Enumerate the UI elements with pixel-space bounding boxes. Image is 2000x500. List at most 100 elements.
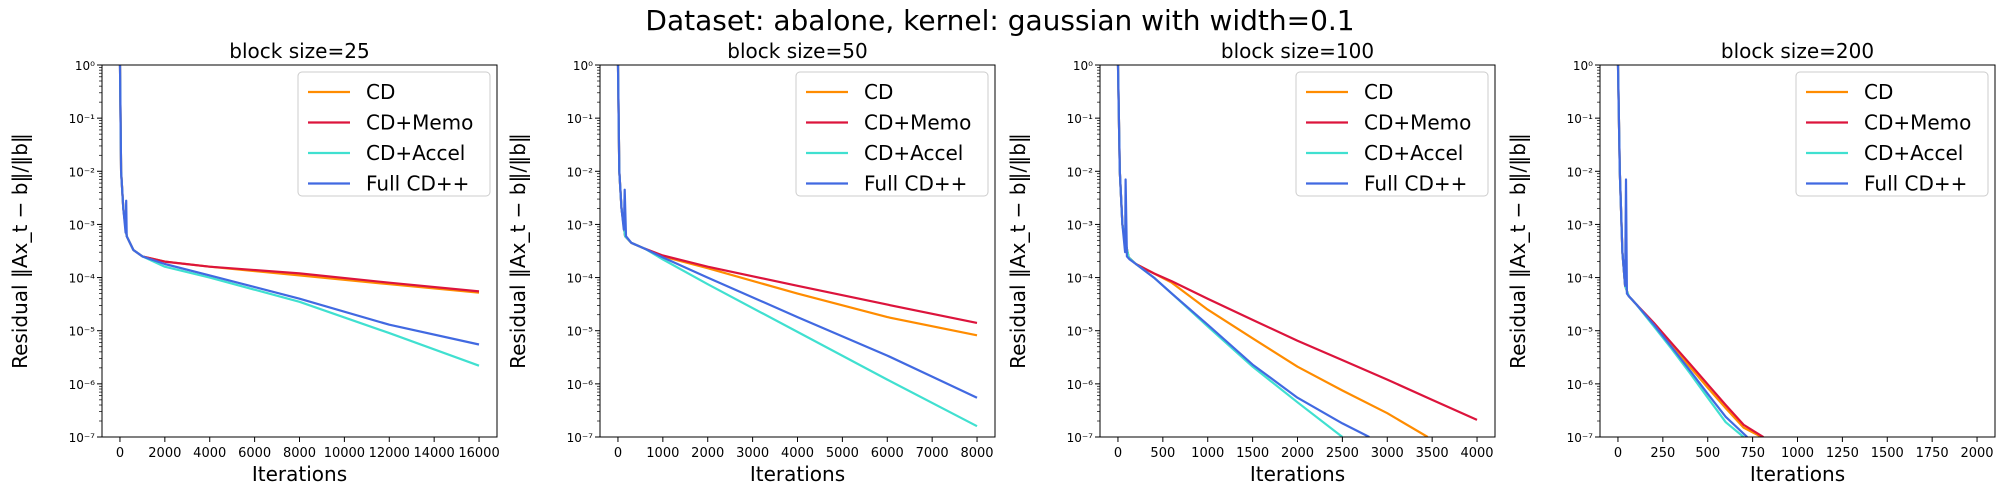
series-line-full-cd- xyxy=(118,65,480,346)
y-tick-label: 10⁻² xyxy=(1067,165,1094,179)
x-tick-label: 1500 xyxy=(1871,446,1904,461)
x-tick-label: 3500 xyxy=(1416,446,1449,461)
x-tick-label: 0 xyxy=(1614,446,1622,461)
x-tick-label: 2000 xyxy=(1960,446,1993,461)
legend-label: CD+Memo xyxy=(1364,111,1471,135)
x-tick-label: 500 xyxy=(1150,446,1175,461)
x-tick-label: 16000 xyxy=(458,446,499,461)
series-line-full-cd- xyxy=(616,65,978,399)
x-tick-label: 4000 xyxy=(193,446,226,461)
y-tick-label: 10⁻⁷ xyxy=(1067,431,1094,445)
series-line-cd-accel xyxy=(1616,65,1745,437)
series-group xyxy=(1116,65,1478,437)
x-tick-label: 7000 xyxy=(916,446,949,461)
legend-label: CD xyxy=(1364,80,1393,104)
x-axis-label: Iterations xyxy=(252,462,347,486)
chart-title: block size=50 xyxy=(727,39,867,63)
y-tick-label: 10⁰ xyxy=(1073,59,1093,73)
x-tick-label: 1750 xyxy=(1916,446,1949,461)
legend-label: CD xyxy=(1864,80,1893,104)
y-tick-label: 10⁻⁵ xyxy=(1567,325,1594,339)
y-tick-label: 10⁻³ xyxy=(1567,218,1594,232)
x-tick-label: 12000 xyxy=(369,446,410,461)
x-tick-label: 0 xyxy=(1114,446,1122,461)
x-tick-label: 1500 xyxy=(1236,446,1269,461)
y-tick-label: 10⁻¹ xyxy=(567,112,594,126)
x-tick-label: 1000 xyxy=(1781,446,1814,461)
x-tick-label: 1000 xyxy=(646,446,679,461)
chart-panel-3: 0 500 1000 1500 2000 2500 3000 3500 4000 10⁻⁷ 10⁻⁶… xyxy=(1006,39,1496,486)
y-tick-label: 10⁰ xyxy=(1573,59,1593,73)
x-axis-label: Iterations xyxy=(1750,462,1845,486)
x-tick-label: 500 xyxy=(1695,446,1720,461)
y-tick-label: 10⁻⁶ xyxy=(567,378,594,392)
x-tick-label: 10000 xyxy=(324,446,365,461)
series-line-cd xyxy=(1616,65,1763,437)
y-tick-label: 10⁻² xyxy=(69,165,96,179)
x-tick-label: 8000 xyxy=(283,446,316,461)
chart-title: block size=100 xyxy=(1221,39,1374,63)
y-tick-label: 10⁻³ xyxy=(69,218,96,232)
x-tick-label: 4000 xyxy=(1460,446,1493,461)
y-tick-label: 10⁻⁶ xyxy=(1567,378,1594,392)
series-line-full-cd- xyxy=(1116,65,1370,437)
legend-label: Full CD++ xyxy=(864,172,967,196)
chart-panel-1: 0 2000 4000 6000 8000 10000 12000 14000 16000 10⁻… xyxy=(8,39,500,486)
y-tick-label: 10⁻⁴ xyxy=(69,272,96,286)
y-tick-label: 10⁻⁶ xyxy=(69,378,96,392)
legend-box xyxy=(297,71,491,197)
x-tick-label: 1250 xyxy=(1826,446,1859,461)
legend-box xyxy=(1795,71,1989,197)
x-tick-label: 2000 xyxy=(1281,446,1314,461)
series-group xyxy=(118,65,480,367)
x-tick-label: 14000 xyxy=(413,446,454,461)
y-tick-label: 10⁻¹ xyxy=(1067,112,1094,126)
x-axis-label: Iterations xyxy=(750,462,845,486)
legend-label: CD+Accel xyxy=(1364,141,1463,165)
y-tick-label: 10⁻⁵ xyxy=(1067,325,1094,339)
series-line-full-cd- xyxy=(1616,65,1748,437)
y-tick-label: 10⁻⁴ xyxy=(567,272,594,286)
legend-label: Full CD++ xyxy=(1864,172,1967,196)
y-axis-label: Residual ‖Ax_t − b‖/‖b‖ xyxy=(1006,133,1030,369)
legend-label: CD+Accel xyxy=(366,141,465,165)
chart-panel-4: 0 250 500 750 1000 1250 1500 1750 2000 10⁻⁷ 10⁻⁶ 10… xyxy=(1506,39,1996,486)
legend: CD CD+Memo CD+Accel Full CD++ xyxy=(1795,71,1989,197)
legend-label: Full CD++ xyxy=(1364,172,1467,196)
legend-label: CD xyxy=(864,80,893,104)
legend: CD CD+Memo CD+Accel Full CD++ xyxy=(1295,71,1489,197)
y-tick-label: 10⁻⁵ xyxy=(69,325,96,339)
legend-label: CD+Accel xyxy=(1864,141,1963,165)
legend-label: Full CD++ xyxy=(366,172,469,196)
chart-title: block size=200 xyxy=(1721,39,1874,63)
y-tick-label: 10⁻⁷ xyxy=(69,431,96,445)
x-tick-label: 0 xyxy=(614,446,622,461)
x-tick-label: 5000 xyxy=(826,446,859,461)
legend-box xyxy=(1295,71,1489,197)
x-tick-label: 6000 xyxy=(238,446,271,461)
y-tick-label: 10⁻³ xyxy=(567,218,594,232)
x-tick-label: 3000 xyxy=(1371,446,1404,461)
y-tick-label: 10⁻¹ xyxy=(69,112,96,126)
x-tick-label: 6000 xyxy=(871,446,904,461)
y-tick-label: 10⁻² xyxy=(567,165,594,179)
y-tick-label: 10⁻² xyxy=(1567,165,1594,179)
x-tick-label: 1000 xyxy=(1191,446,1224,461)
figure-title: Dataset: abalone, kernel: gaussian with … xyxy=(645,4,1355,37)
y-tick-label: 10⁻⁷ xyxy=(1567,431,1594,445)
x-tick-label: 4000 xyxy=(781,446,814,461)
legend-label: CD+Memo xyxy=(366,111,473,135)
y-tick-label: 10⁻⁶ xyxy=(1067,378,1094,392)
x-tick-label: 750 xyxy=(1740,446,1765,461)
chart-panel-2: 0 1000 2000 3000 4000 5000 6000 7000 8000 10⁻⁷ 10⁻… xyxy=(506,39,996,486)
y-tick-label: 10⁻¹ xyxy=(1567,112,1594,126)
chart-title: block size=25 xyxy=(229,39,369,63)
x-tick-label: 2500 xyxy=(1326,446,1359,461)
y-tick-label: 10⁻³ xyxy=(1067,218,1094,232)
x-tick-label: 2000 xyxy=(691,446,724,461)
x-tick-label: 3000 xyxy=(736,446,769,461)
legend: CD CD+Memo CD+Accel Full CD++ xyxy=(795,71,989,197)
series-group xyxy=(1616,65,1764,437)
y-tick-label: 10⁰ xyxy=(573,59,593,73)
